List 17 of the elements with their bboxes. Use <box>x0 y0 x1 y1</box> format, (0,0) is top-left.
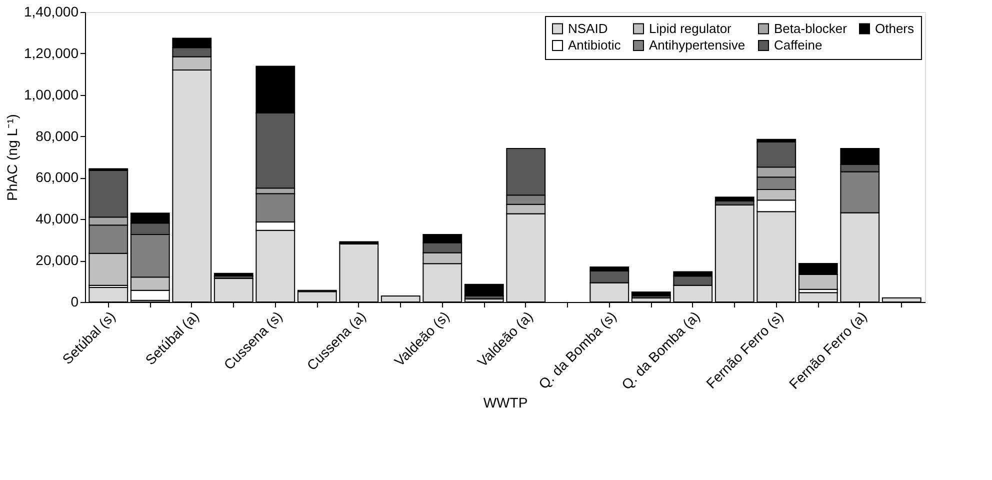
y-tick-label: 1,40,000 <box>24 4 79 20</box>
y-tick-label: 60,000 <box>36 169 79 186</box>
x-axis-title: WWTP <box>483 394 528 411</box>
legend-label: NSAID <box>568 20 608 36</box>
y-tick-label: 40,000 <box>36 210 79 227</box>
legend-label: Antibiotic <box>568 38 622 52</box>
y-axis-title: PhAC (ng L⁻¹) <box>4 114 20 201</box>
legend-label: Beta-blocker <box>774 20 848 36</box>
y-tick-label: 1,00,000 <box>24 86 79 102</box>
y-tick-label: 0 <box>70 294 79 310</box>
legend-label: Others <box>875 20 915 36</box>
y-tick-label: 1,20,000 <box>24 44 79 61</box>
y-tick-label: 20,000 <box>36 252 79 268</box>
legend-label: Lipid regulator <box>649 20 732 36</box>
legend-label: Caffeine <box>774 38 822 52</box>
y-tick-label: 80,000 <box>36 128 79 144</box>
legend-label: Antihypertensive <box>649 38 746 52</box>
